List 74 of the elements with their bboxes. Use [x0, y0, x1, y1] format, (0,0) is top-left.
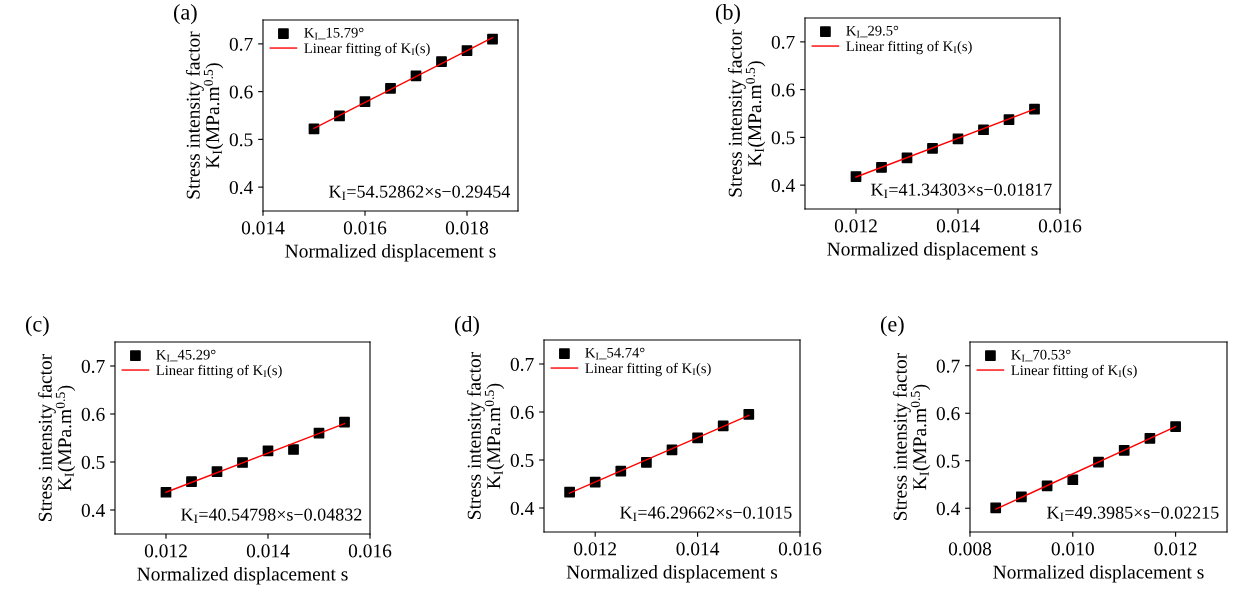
x-tick-label: 0.014 [936, 219, 980, 233]
x-tick-label: 0.008 [948, 542, 992, 556]
y-tick-label: 0.5 [510, 453, 534, 468]
x-tick-label: 0.016 [1038, 219, 1082, 233]
y-tick-label: 0.7 [936, 359, 960, 373]
y-axis-title: Stress intensity factor K$_{I}$(MPa.m$^{0.5}$) [892, 352, 931, 520]
point [288, 444, 299, 455]
y-tick-label: 0.5 [81, 455, 105, 470]
point [564, 486, 575, 498]
y-tick-label: 0.6 [81, 407, 105, 422]
y-tick-label: 0.7 [771, 35, 795, 49]
legend-label: Linear fitting of K$_{I}$(s) [1011, 364, 1137, 379]
x-tick-label: 0.014 [676, 542, 720, 556]
legend-label: Linear fitting of K$_{I}$(s) [156, 364, 282, 379]
legend-label: Linear fitting of K$_{I}$(s) [585, 362, 711, 377]
y-tick-label: 0.4 [229, 180, 253, 195]
x-tick-label: 0.016 [343, 221, 387, 235]
legend-label: K$_{I}$_45.29° [156, 349, 216, 362]
point [1067, 474, 1079, 486]
x-tick-label: 0.012 [144, 544, 187, 558]
legend-label: K$_{I}$_54.74° [585, 347, 645, 360]
x-tick-label: 0.018 [445, 221, 489, 235]
y-tick-label: 0.7 [81, 359, 105, 374]
x-tick-label: 0.014 [241, 221, 285, 235]
y-axis-title: Stress intensity factor K$_{I}$(MPa.m$^{0.5}$) [466, 351, 505, 519]
y-tick-label: 0.5 [771, 131, 795, 145]
y-tick-label: 0.4 [510, 501, 534, 516]
point [990, 502, 1002, 514]
y-tick-label: 0.5 [229, 133, 253, 147]
y-tick-label: 0.6 [771, 83, 795, 97]
y-tick-label: 0.6 [510, 405, 534, 420]
chart-title: (e) [880, 316, 904, 337]
y-tick-label: 0.6 [229, 85, 253, 99]
x-axis-title: Normalized displacement s [993, 564, 1204, 583]
legend-label: Linear fitting of K$_{I}$(s) [304, 42, 430, 57]
legend-label: K$_{I}$_70.53° [1011, 349, 1071, 362]
y-axis-title: Stress intensity factor K$_{I}$(MPa.m$^{0.5}$) [37, 353, 76, 521]
y-tick-label: 0.7 [510, 357, 534, 372]
x-axis-title: Normalized displacement s [285, 243, 496, 262]
point [1029, 103, 1040, 115]
chart-title: (b) [715, 4, 740, 25]
x-axis-title: Normalized displacement s [566, 564, 778, 583]
annotation: K$_{I}$=41.34303×s−0.01817 [871, 183, 1052, 198]
annotation: K$_{I}$=40.54798×s−0.04832 [181, 508, 362, 523]
point [1170, 421, 1181, 432]
x-tick-label: 0.016 [348, 544, 392, 558]
annotation: K$_{I}$=46.29662×s−0.1015 [620, 506, 792, 521]
x-tick-label: 0.010 [1051, 542, 1094, 556]
point [160, 486, 172, 498]
x-tick-label: 0.016 [778, 542, 822, 556]
y-tick-label: 0.4 [771, 178, 795, 193]
y-axis-title: Stress intensity factor K$_{I}$(MPa.m$^{0.5}$) [185, 31, 224, 199]
y-tick-label: 0.4 [81, 503, 105, 518]
chart-title: (a) [173, 4, 197, 25]
point [743, 409, 755, 420]
legend-label: Linear fitting of K$_{I}$(s) [846, 40, 972, 55]
y-tick-label: 0.4 [936, 502, 960, 516]
annotation: K$_{I}$=54.52862×s−0.29454 [329, 185, 511, 200]
point [339, 416, 350, 428]
x-tick-label: 0.014 [246, 544, 290, 558]
chart-title: (d) [454, 316, 479, 337]
chart-title: (c) [25, 316, 49, 337]
x-tick-label: 0.012 [834, 219, 877, 233]
x-axis-title: Normalized displacement s [137, 566, 348, 585]
legend-label: K$_{I}$_15.79° [304, 27, 364, 40]
y-axis-title: Stress intensity factor K$_{I}$(MPa.m$^{0.5}$) [727, 29, 766, 197]
y-tick-label: 0.6 [936, 407, 960, 421]
x-axis-title: Normalized displacement s [827, 241, 1038, 260]
annotation: K$_{I}$=49.3985×s−0.02215 [1047, 506, 1219, 522]
x-tick-label: 0.012 [574, 542, 616, 556]
y-tick-label: 0.7 [229, 37, 253, 51]
legend-label: K$_{I}$_29.5° [846, 25, 899, 38]
x-tick-label: 0.012 [1154, 542, 1197, 556]
y-tick-label: 0.5 [936, 454, 960, 468]
